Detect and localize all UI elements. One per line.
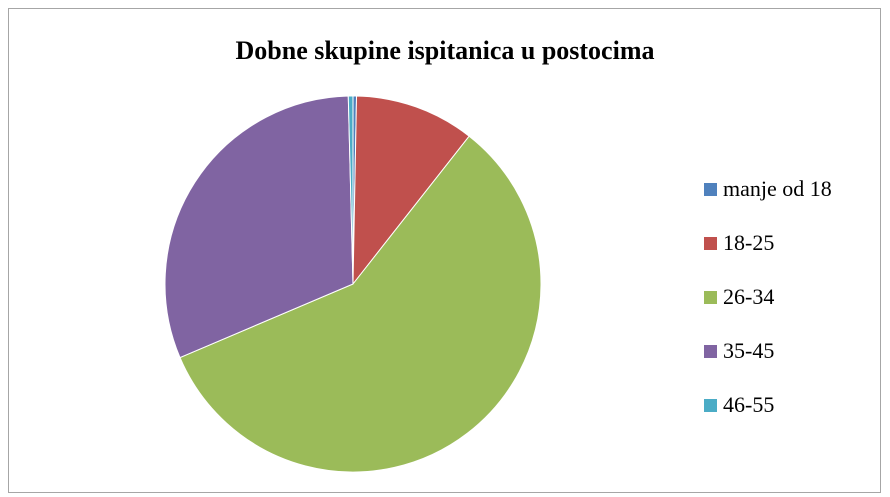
legend-label: 46-55 <box>723 392 775 417</box>
legend-swatch <box>704 236 717 250</box>
legend-item: manje od 18 <box>704 162 832 216</box>
legend-label: 18-25 <box>723 230 775 255</box>
legend-swatch <box>704 182 717 196</box>
legend-swatch <box>704 344 717 358</box>
legend: manje od 18 18-25 26-34 35-45 46-55 <box>704 162 832 432</box>
pie-slice-26-34 <box>179 135 542 473</box>
legend-item: 18-25 <box>704 216 832 270</box>
pie-slice-18-25 <box>352 95 470 286</box>
chart-title: Dobne skupine ispitanica u postocima <box>235 36 655 65</box>
legend-label: manje od 18 <box>723 176 832 201</box>
legend-swatch <box>704 290 717 304</box>
legend-label: 35-45 <box>723 338 775 363</box>
legend-item: 46-55 <box>704 378 832 432</box>
legend-label: 26-34 <box>723 284 775 309</box>
legend-item: 26-34 <box>704 270 832 324</box>
pie-slice-35-45 <box>164 95 354 359</box>
legend-swatch <box>704 398 717 412</box>
legend-item: 35-45 <box>704 324 832 378</box>
pie-slice-46-55 <box>347 95 354 285</box>
